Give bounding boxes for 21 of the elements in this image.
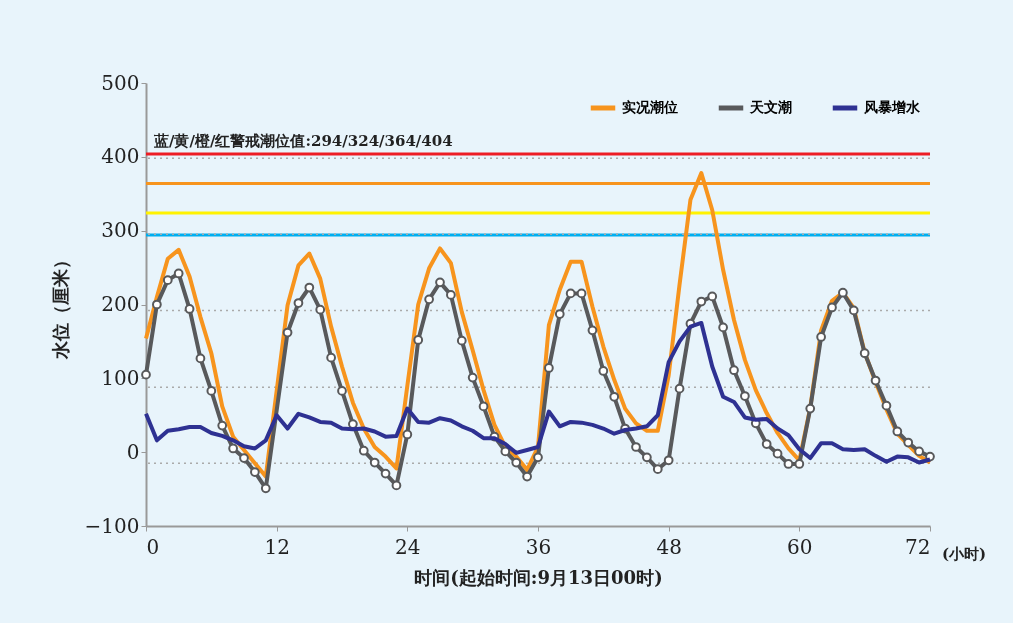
y-tick-label: 100 [101,365,140,390]
x-tick-label: 36 [525,534,552,559]
y-axis-title: 水位（厘米） [49,251,71,360]
x-tick-label: 60 [787,534,813,559]
legend-label: 实况潮位 [622,99,678,115]
y-tick-label: −100 [84,513,140,538]
legend-label: 风暴增水 [863,99,921,115]
x-tick-label: 24 [395,534,421,559]
legend-label: 天文潮 [749,99,792,115]
text: (小时) [942,545,987,563]
x-tick-label: 48 [656,534,682,559]
y-tick-label: 200 [101,292,140,316]
x-tick-label: 12 [264,534,290,559]
x-axis-title: 时间(起始时间:9月13日00时) [414,566,663,588]
y-tick-label: 400 [101,144,140,169]
y-tick-label: 0 [126,439,140,464]
x-tick-label: 0 [146,534,160,559]
y-tick-label: 500 [101,70,140,95]
y-tick-label: 300 [101,218,140,243]
annotation: 蓝/黄/橙/红警戒潮位值:294/324/364/404 [153,132,453,150]
x-tick-label: 72 [905,534,931,559]
